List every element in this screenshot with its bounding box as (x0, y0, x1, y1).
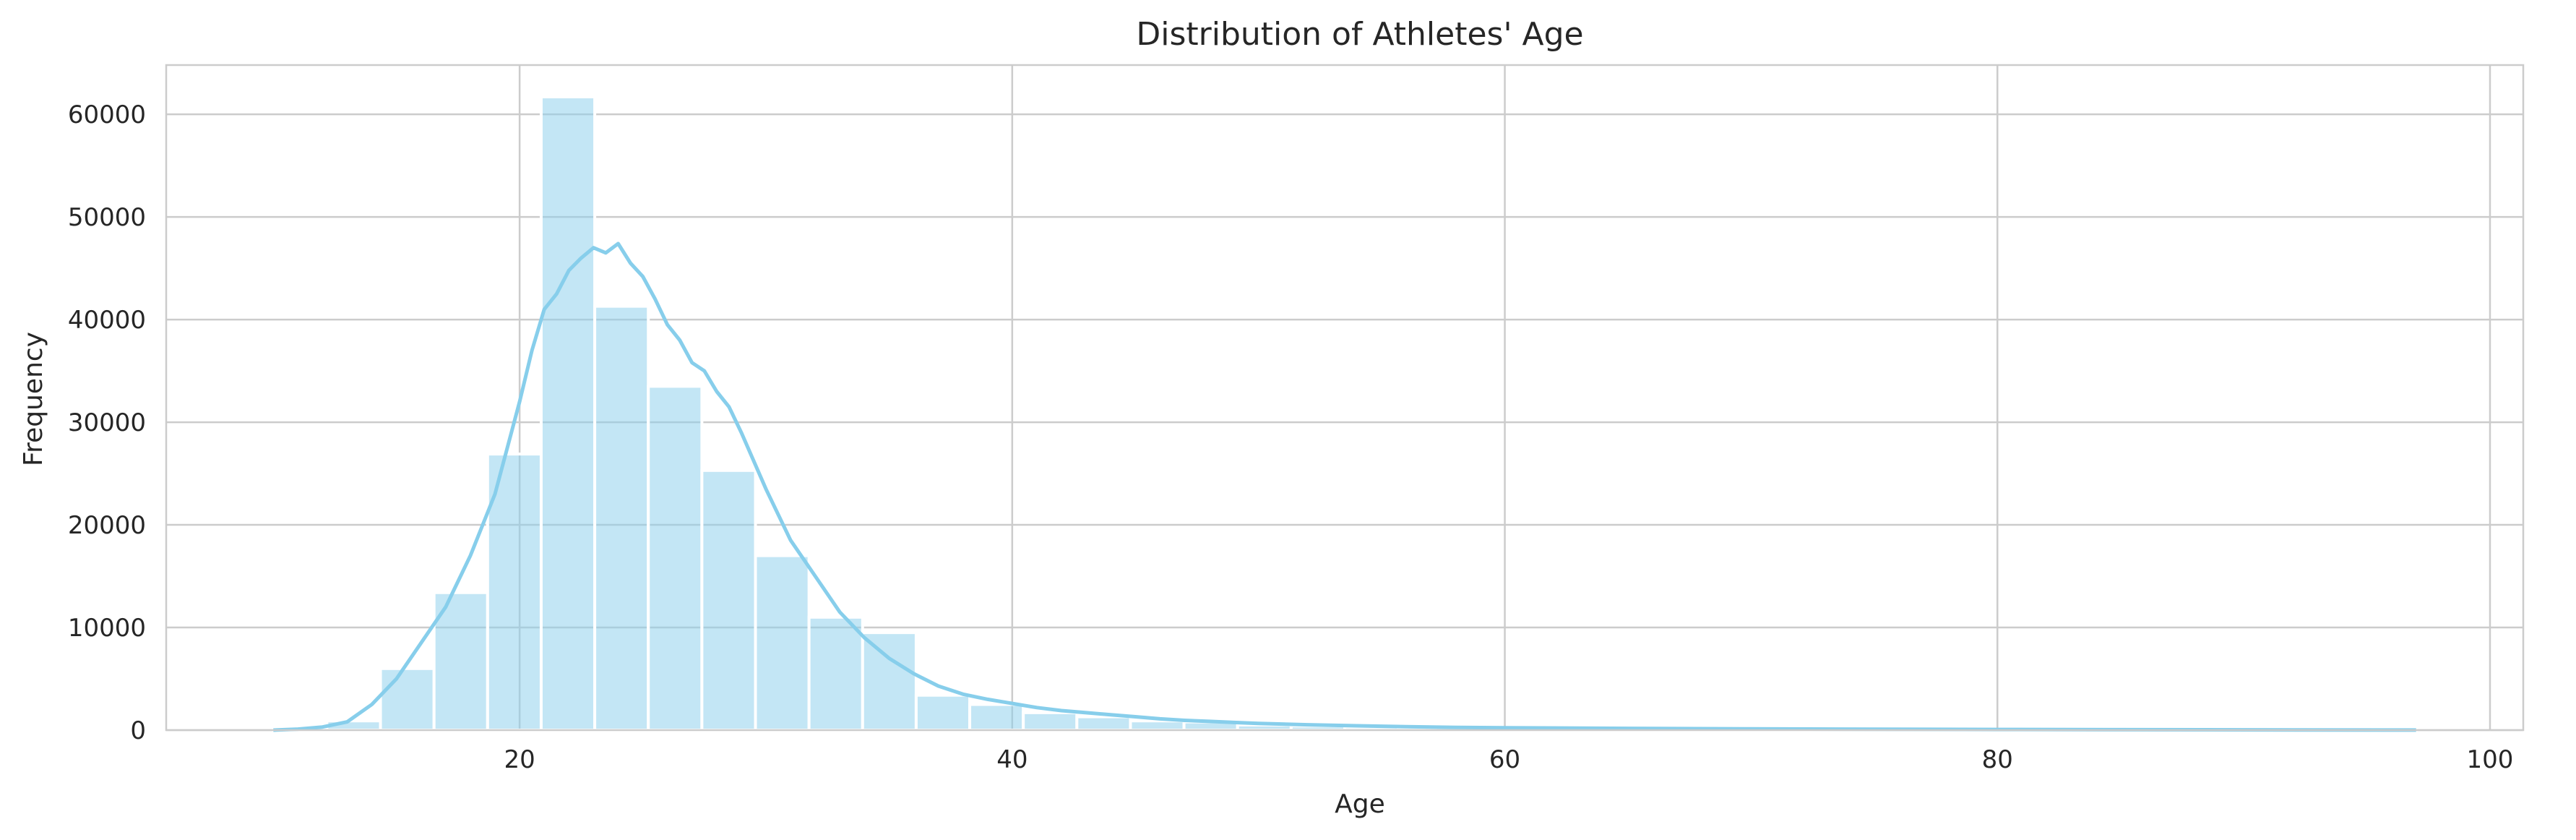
y-axis-label: Frequency (19, 332, 48, 466)
histogram-bar (1075, 715, 1132, 732)
x-tick-label: 60 (1489, 745, 1520, 774)
kde-curve (273, 241, 2416, 732)
histogram-bar (968, 703, 1025, 732)
x-tick-label: 40 (996, 745, 1028, 774)
histogram-bar (914, 693, 972, 732)
y-tick-label: 0 (130, 716, 146, 745)
histogram-bar (593, 304, 650, 732)
x-tick-label: 80 (1982, 745, 2013, 774)
y-tick-label: 60000 (68, 100, 146, 129)
x-tick-label: 100 (2467, 745, 2514, 774)
histogram-bar (647, 385, 704, 732)
x-tick-label: 20 (504, 745, 535, 774)
histogram-bars (272, 95, 2418, 732)
chart-title: Distribution of Athletes' Age (1136, 16, 1583, 53)
y-tick-label: 30000 (68, 408, 146, 437)
histogram-bar (1129, 719, 1186, 732)
y-tick-label: 20000 (68, 511, 146, 540)
histogram-bar (700, 468, 757, 732)
histogram-bar (861, 631, 918, 732)
histogram-bar (807, 615, 864, 732)
histogram-bar (1022, 711, 1079, 732)
plot-frame (165, 64, 2525, 732)
histogram-bar (539, 95, 597, 732)
y-tick-labels: 0 10000 20000 30000 40000 50000 60000 (68, 100, 146, 745)
y-tick-label: 50000 (68, 203, 146, 232)
histogram-bar (379, 667, 436, 732)
x-tick-labels: 20 40 60 80 100 (504, 745, 2513, 774)
y-tick-label: 10000 (68, 614, 146, 643)
histogram-bar (754, 554, 811, 732)
x-axis-label: Age (1335, 789, 1385, 819)
kde-line (273, 241, 2416, 732)
y-tick-label: 40000 (68, 306, 146, 335)
